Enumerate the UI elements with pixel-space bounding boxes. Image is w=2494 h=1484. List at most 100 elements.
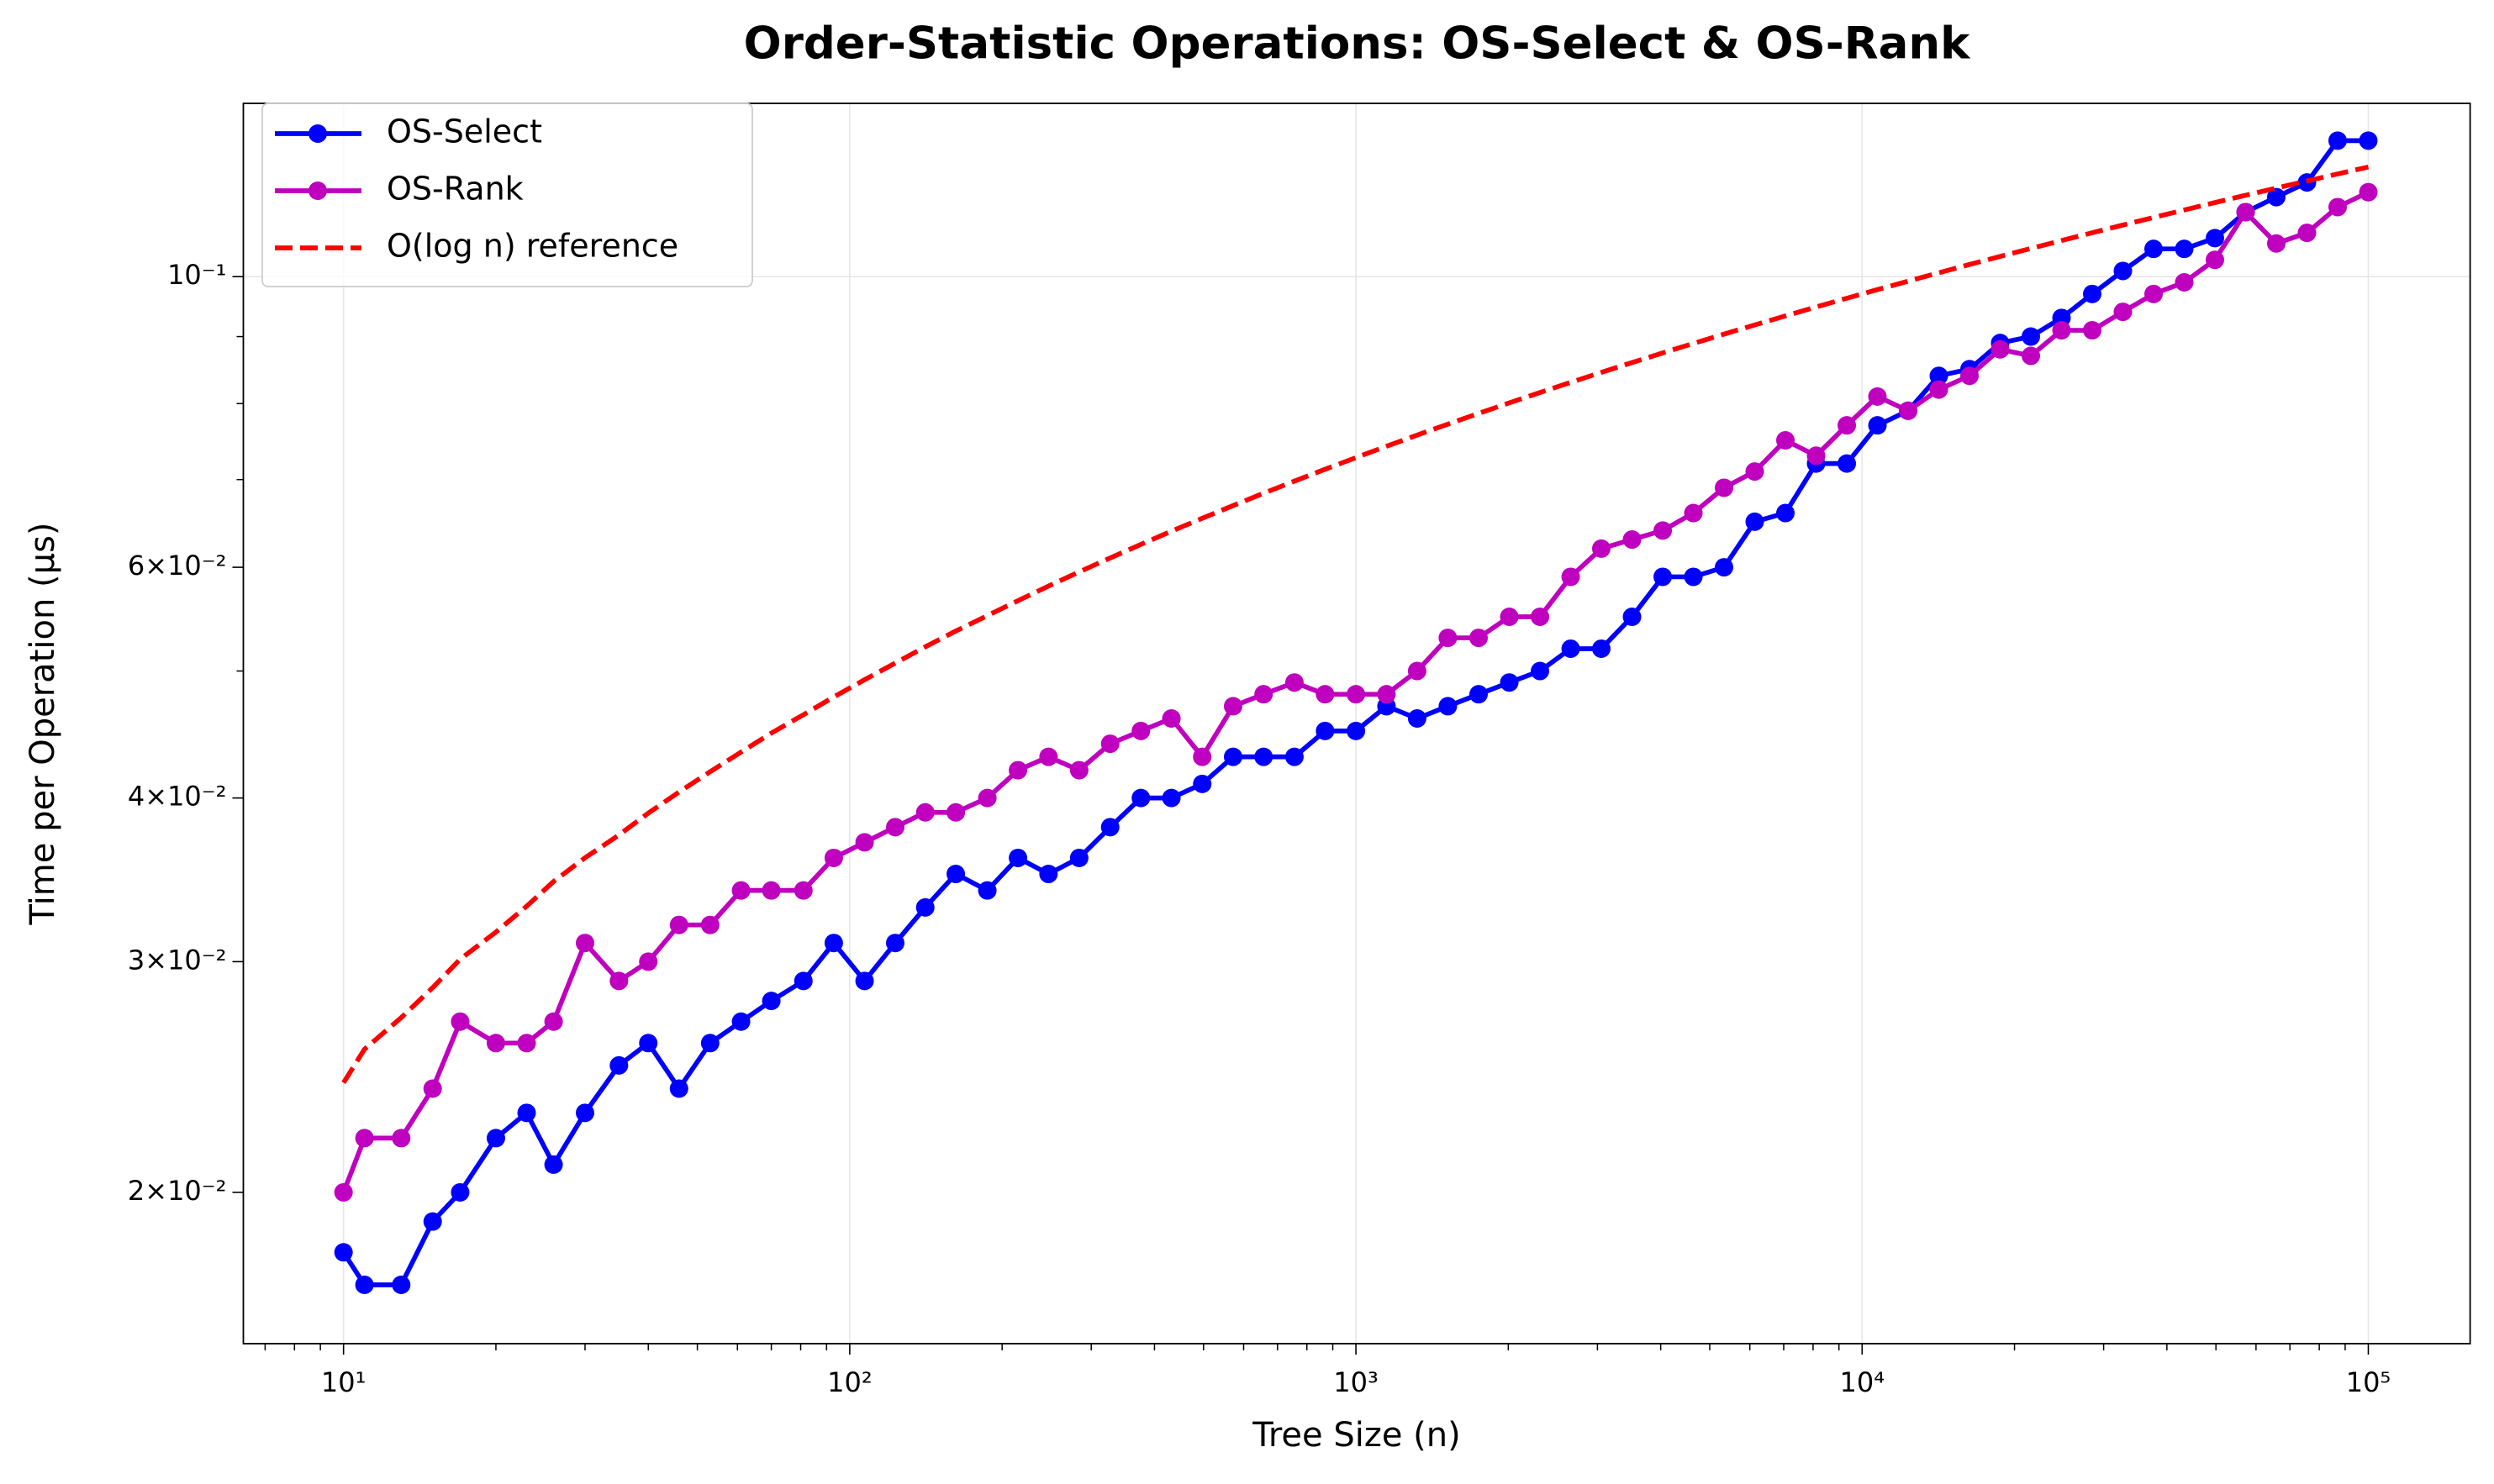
marker bbox=[334, 1182, 353, 1202]
legend-label: OS-Rank bbox=[387, 171, 524, 208]
legend-box bbox=[261, 103, 753, 287]
marker bbox=[639, 952, 658, 971]
legend-marker bbox=[308, 182, 327, 200]
marker bbox=[731, 1012, 751, 1031]
marker bbox=[731, 881, 751, 900]
marker bbox=[609, 971, 629, 991]
marker bbox=[544, 1012, 563, 1031]
plot-frame bbox=[242, 103, 2471, 1345]
marker bbox=[1806, 446, 1826, 466]
marker bbox=[2328, 131, 2347, 150]
marker bbox=[2113, 261, 2133, 281]
legend-marker bbox=[308, 124, 327, 143]
y-tick-label: 6×10⁻² bbox=[128, 550, 227, 581]
x-tick-label: 10⁴ bbox=[1840, 1366, 1885, 1398]
marker bbox=[2205, 250, 2224, 270]
marker bbox=[1684, 503, 1703, 523]
marker bbox=[392, 1129, 411, 1148]
marker bbox=[1684, 567, 1703, 587]
marker bbox=[1868, 387, 1887, 406]
plot-area bbox=[334, 131, 2378, 1294]
marker bbox=[1284, 673, 1304, 692]
marker bbox=[576, 934, 595, 953]
marker bbox=[2083, 284, 2102, 303]
marker bbox=[915, 803, 935, 822]
marker bbox=[1500, 673, 1519, 692]
y-tick-label: 4×10⁻² bbox=[128, 781, 227, 813]
marker bbox=[700, 1034, 720, 1053]
marker bbox=[2297, 224, 2317, 243]
marker bbox=[1254, 747, 1273, 766]
marker bbox=[794, 971, 813, 991]
y-tick-label: 3×10⁻² bbox=[128, 944, 227, 976]
marker bbox=[1990, 339, 2010, 359]
marker bbox=[1468, 629, 1488, 648]
marker bbox=[700, 915, 720, 934]
marker bbox=[517, 1103, 536, 1123]
marker bbox=[794, 881, 813, 900]
marker bbox=[2175, 239, 2194, 259]
marker bbox=[423, 1212, 442, 1231]
marker bbox=[1223, 747, 1242, 766]
marker bbox=[1500, 607, 1519, 626]
marker bbox=[1622, 607, 1642, 626]
marker bbox=[1407, 708, 1426, 728]
marker bbox=[1009, 760, 1028, 780]
marker bbox=[669, 915, 688, 934]
marker bbox=[2266, 234, 2286, 253]
x-tick-label: 10⁵ bbox=[2346, 1366, 2391, 1398]
marker bbox=[392, 1275, 411, 1294]
marker bbox=[1838, 454, 1857, 473]
marker bbox=[1715, 558, 1734, 577]
marker bbox=[2205, 229, 2224, 248]
marker bbox=[1468, 685, 1488, 704]
marker bbox=[2175, 273, 2194, 292]
marker bbox=[423, 1079, 442, 1098]
marker bbox=[2052, 321, 2071, 340]
marker bbox=[1745, 512, 1764, 531]
marker bbox=[1039, 747, 1058, 766]
marker bbox=[2266, 187, 2286, 207]
marker bbox=[855, 833, 874, 852]
marker bbox=[517, 1034, 536, 1053]
marker bbox=[1193, 774, 1212, 793]
marker bbox=[1929, 380, 1948, 399]
marker bbox=[1407, 661, 1426, 681]
marker bbox=[978, 881, 997, 900]
marker bbox=[1561, 567, 1580, 587]
x-tick-label: 10² bbox=[827, 1366, 873, 1398]
marker bbox=[2144, 239, 2164, 259]
marker bbox=[1868, 416, 1887, 435]
marker bbox=[2328, 197, 2347, 217]
marker bbox=[576, 1103, 595, 1123]
marker bbox=[2359, 182, 2378, 202]
marker bbox=[1100, 818, 1120, 837]
marker bbox=[1929, 366, 1948, 386]
y-tick-label: 2×10⁻² bbox=[128, 1175, 227, 1207]
marker bbox=[1162, 788, 1181, 808]
marker bbox=[1223, 697, 1242, 716]
marker bbox=[669, 1079, 688, 1098]
marker bbox=[2022, 346, 2041, 366]
marker bbox=[2359, 131, 2378, 150]
marker bbox=[1347, 721, 1366, 740]
marker bbox=[451, 1182, 470, 1202]
marker bbox=[886, 818, 905, 837]
marker bbox=[1776, 430, 1795, 450]
marker bbox=[1131, 788, 1151, 808]
marker bbox=[1622, 530, 1642, 550]
marker bbox=[2236, 203, 2255, 222]
marker bbox=[762, 881, 781, 900]
marker bbox=[886, 934, 905, 953]
marker bbox=[1653, 521, 1673, 540]
marker bbox=[1438, 629, 1458, 648]
x-tick-label: 10¹ bbox=[321, 1366, 366, 1398]
marker bbox=[1838, 416, 1857, 435]
marker bbox=[2083, 321, 2102, 340]
marker bbox=[2144, 284, 2164, 303]
marker bbox=[334, 1243, 353, 1262]
marker bbox=[609, 1055, 629, 1075]
marker bbox=[2022, 327, 2041, 346]
marker bbox=[1591, 639, 1611, 658]
